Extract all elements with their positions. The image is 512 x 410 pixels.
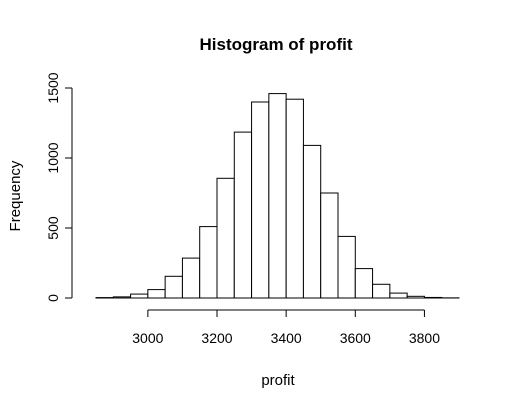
- y-tick-label-500: 500: [45, 216, 61, 240]
- histogram-bar-14: [320, 192, 339, 299]
- y-axis-label: Frequency: [7, 160, 24, 231]
- histogram-bar-10: [251, 101, 270, 299]
- histogram-bar-18: [389, 292, 408, 299]
- x-tick-label-3000: 3000: [132, 330, 163, 346]
- y-axis: 0 500 1000 1500: [45, 72, 73, 302]
- histogram-bar-5: [164, 275, 183, 299]
- histogram-bar-3: [130, 293, 149, 299]
- histogram-bar-2: [112, 296, 132, 299]
- histogram-bar-20: [423, 296, 443, 299]
- histogram-bar-8: [216, 177, 235, 299]
- histogram-bar-9: [233, 131, 253, 299]
- histogram-bar-15: [337, 235, 356, 299]
- histogram-bar-13: [302, 144, 322, 299]
- histogram-bar-4: [147, 289, 166, 299]
- y-tick-label-0: 0: [45, 294, 61, 302]
- histogram-bar-7: [199, 226, 218, 299]
- x-tick-label-3200: 3200: [201, 330, 232, 346]
- histogram-bar-12: [285, 98, 304, 299]
- x-axis: 3000 3200 3400 3600 3800: [132, 309, 440, 346]
- histogram-bar-11: [268, 93, 287, 299]
- histogram-bar-16: [354, 268, 374, 299]
- y-tick-label-1500: 1500: [45, 72, 61, 103]
- histogram-bar-6: [181, 257, 201, 299]
- chart-title: Histogram of profit: [200, 35, 353, 54]
- histogram-bar-19: [406, 295, 425, 299]
- histogram-bar-17: [372, 283, 391, 299]
- x-tick-label-3400: 3400: [271, 330, 302, 346]
- bars-layer: [95, 93, 460, 299]
- x-tick-label-3600: 3600: [340, 330, 371, 346]
- x-axis-label: profit: [261, 372, 295, 389]
- y-tick-label-1000: 1000: [45, 142, 61, 173]
- x-tick-label-3800: 3800: [409, 330, 440, 346]
